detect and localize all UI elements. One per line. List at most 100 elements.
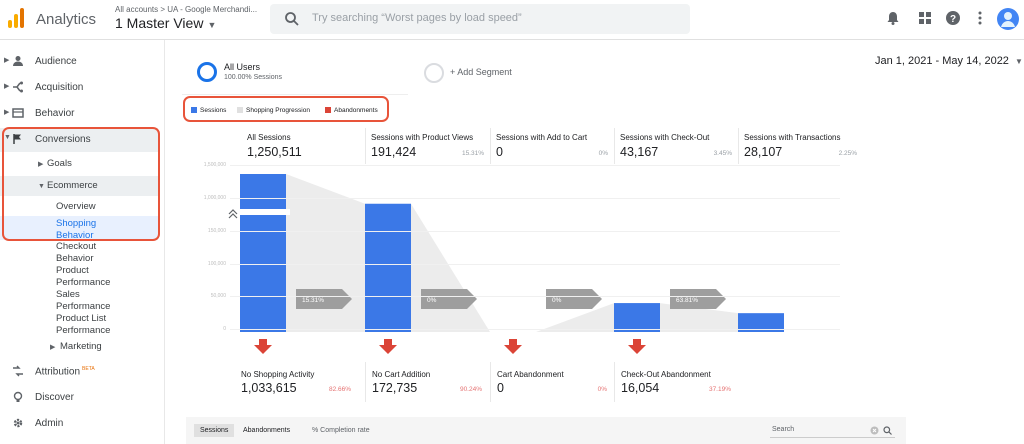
svg-text:?: ? <box>950 14 956 25</box>
search-icon[interactable] <box>883 426 892 435</box>
sidebar <box>0 40 165 444</box>
sidebar-item-acquisition[interactable]: ▶ Acquisition <box>4 81 84 93</box>
stage-percent: 3.45% <box>713 150 732 157</box>
y-tick-label: 100,000 <box>207 261 226 267</box>
table-search-input[interactable]: Search <box>770 424 895 438</box>
abandonment-arrow <box>628 339 646 354</box>
abandonment-label: Cart Abandonment <box>497 370 564 379</box>
abandonment-value: 1,033,615 <box>241 381 297 395</box>
sidebar-item-marketing[interactable]: Marketing <box>60 341 102 352</box>
legend-swatch-sessions <box>191 107 197 113</box>
sidebar-item-conversions[interactable]: ▼ Conversions <box>4 134 91 145</box>
stage-label: All Sessions <box>247 133 291 142</box>
help-icon[interactable]: ? <box>945 10 961 26</box>
y-tick-label: 1,000,000 <box>203 195 226 201</box>
sidebar-item-product-performance[interactable]: Product Performance <box>56 265 111 288</box>
table-controls <box>186 417 906 444</box>
sidebar-item-overview[interactable]: Overview <box>56 201 96 212</box>
sidebar-item-checkout-behavior[interactable]: Checkout Behavior <box>56 241 97 264</box>
app-name: Analytics <box>36 11 97 28</box>
abandonment-label: No Cart Addition <box>372 370 431 379</box>
sidebar-item-ecommerce[interactable]: Ecommerce <box>47 180 98 191</box>
progression-area <box>660 303 738 332</box>
progression-percent: 0% <box>552 297 562 304</box>
person-icon <box>13 56 23 66</box>
search-icon <box>285 12 299 26</box>
chevron-right-icon: ▶ <box>4 83 10 90</box>
stage-label: Sessions with Transactions <box>744 133 841 142</box>
view-selector[interactable]: 1 Master View ▼ <box>115 15 216 31</box>
sessions-bar <box>738 313 784 332</box>
add-segment-ring-icon[interactable] <box>424 63 444 83</box>
grid-line <box>230 264 840 265</box>
view-name: 1 Master View <box>115 15 204 31</box>
apps-icon[interactable] <box>917 10 933 26</box>
stage-percent: 15.31% <box>461 150 484 157</box>
clear-icon[interactable] <box>870 426 879 435</box>
progression-area <box>411 203 490 332</box>
sidebar-item-sales-performance[interactable]: Sales Performance <box>56 289 111 312</box>
grid-line <box>230 231 840 232</box>
sessions-bar <box>614 303 660 332</box>
stage-value: 1,250,511 <box>247 145 302 159</box>
progression-arrow <box>421 289 477 309</box>
abandonment-arrow <box>254 339 272 354</box>
stage-value: 43,167 <box>620 145 659 159</box>
sidebar-item-goals[interactable]: Goals <box>47 158 72 169</box>
sidebar-item-attribution[interactable]: Attribution BETA <box>0 360 165 384</box>
sessions-bar <box>240 174 286 332</box>
axis-break <box>238 209 290 215</box>
gear-icon <box>13 418 23 428</box>
bell-icon[interactable] <box>885 10 901 26</box>
legend-swatch-abandonments <box>325 107 331 113</box>
segment-ring-icon <box>197 62 217 82</box>
stage-label: Sessions with Add to Cart <box>496 133 588 142</box>
active-item-bg <box>0 216 158 240</box>
abandonment-value: 172,735 <box>372 381 418 395</box>
segment-card[interactable] <box>182 53 408 95</box>
search-box[interactable]: Try searching “Worst pages by load speed… <box>270 4 690 34</box>
stage-percent: 2.25% <box>838 150 857 157</box>
tab-completion-rate[interactable]: % Completion rate <box>312 427 370 434</box>
legend-abandonments: Abandonments <box>325 107 378 114</box>
sidebar-item-discover[interactable]: Discover <box>0 386 165 410</box>
sidebar-item-audience[interactable]: ▶ Audience <box>4 56 77 67</box>
y-tick-label: 50,000 <box>210 293 226 299</box>
tab-abandonments[interactable]: Abandonments <box>243 427 291 434</box>
caret-down-icon: ▼ <box>1014 57 1023 66</box>
progression-percent: 0% <box>427 297 437 304</box>
sidebar-item-admin[interactable]: Admin <box>0 412 165 436</box>
chart-legend: Sessions Shopping Progression Abandonmen… <box>183 96 389 122</box>
stage-value: 0 <box>496 145 503 159</box>
progression-percent: 15.31% <box>302 297 324 304</box>
date-range-picker[interactable]: Jan 1, 2021 - May 14, 2022 ▼ <box>875 55 1023 67</box>
progression-percent: 63.81% <box>676 297 698 304</box>
abandonment-percent: 37.19% <box>708 386 731 393</box>
add-segment-button[interactable]: + Add Segment <box>450 67 512 77</box>
chevron-right-icon: ▶ <box>4 57 10 64</box>
active-subsection-bg <box>0 176 158 196</box>
lightbulb-icon <box>13 391 23 402</box>
stage-label: Sessions with Check-Out <box>620 133 710 142</box>
y-tick-label: 150,000 <box>207 228 226 234</box>
caret-down-icon: ▼ <box>207 20 217 30</box>
chevron-right-icon: ▶ <box>38 161 44 168</box>
highlight-box <box>2 127 160 241</box>
sidebar-item-behavior[interactable]: ▶ Behavior <box>4 108 75 119</box>
analytics-logo[interactable] <box>8 8 26 28</box>
more-vert-icon[interactable] <box>972 10 988 26</box>
abandonment-label: Check-Out Abandonment <box>621 370 711 379</box>
account-icon[interactable] <box>997 8 1019 30</box>
tab-sessions[interactable]: Sessions <box>194 424 235 437</box>
grid-line <box>230 198 840 199</box>
sidebar-item-product-list-performance[interactable]: Product List Performance <box>56 313 111 336</box>
breadcrumb[interactable]: All accounts > UA - Google Merchandi... <box>115 5 258 14</box>
beta-badge: BETA <box>82 366 95 372</box>
column-divider <box>614 128 615 164</box>
grid-line <box>230 296 840 297</box>
chevron-right-icon: ▶ <box>50 344 56 351</box>
grid-line <box>230 329 840 330</box>
segment-subtitle: 100.00% Sessions <box>224 74 282 81</box>
sidebar-item-shopping-behavior[interactable]: Shopping Behavior <box>56 218 97 241</box>
